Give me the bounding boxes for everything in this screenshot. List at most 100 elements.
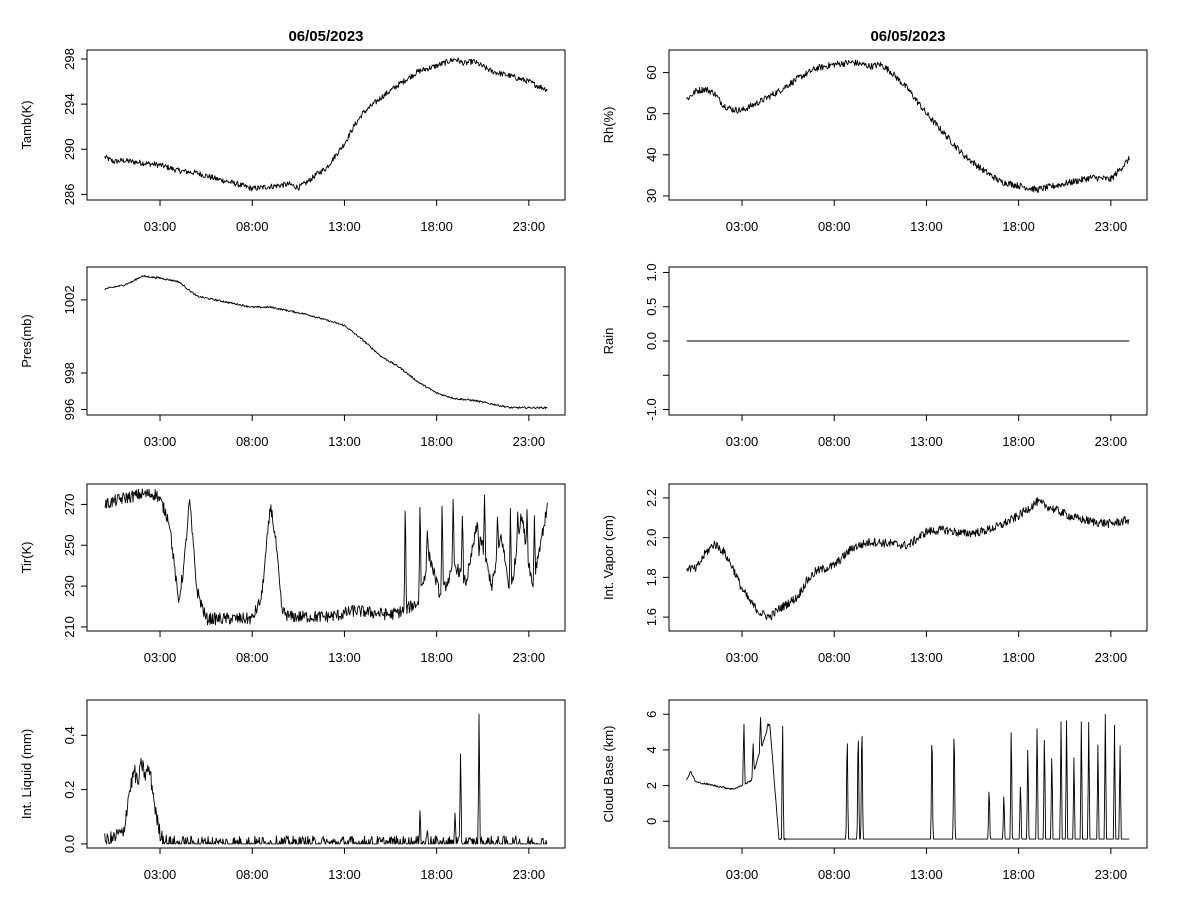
x-tick-label: 13:00 [910, 867, 943, 882]
y-tick-label: 0.2 [62, 781, 77, 799]
x-tick-label: 03:00 [144, 650, 177, 665]
x-tick-label: 13:00 [910, 434, 943, 449]
x-tick-label: 18:00 [1002, 434, 1035, 449]
y-tick-label: 40 [644, 148, 659, 162]
y-tick-label: 1002 [62, 285, 77, 314]
x-tick-label: 08:00 [818, 650, 851, 665]
x-tick-label: 13:00 [910, 219, 943, 234]
y-axis-label: Int. Vapor (cm) [601, 515, 616, 600]
y-tick-label: 290 [62, 138, 77, 160]
x-tick-label: 03:00 [144, 867, 177, 882]
y-tick-label: 0.0 [62, 835, 77, 853]
y-tick-label: 298 [62, 48, 77, 70]
x-tick-label: 03:00 [726, 650, 759, 665]
panel-liquid: Int. Liquid (mm) 0.0 0.2 0.4 03:00 08:00 13:00… [19, 699, 566, 882]
x-tick-label: 18:00 [420, 867, 453, 882]
panel-title: 06/05/2023 [870, 28, 945, 45]
y-tick-label: 0.0 [644, 332, 659, 350]
y-tick-label: 2.2 [644, 489, 659, 507]
y-tick-label: 60 [644, 65, 659, 79]
series-line-rh [686, 59, 1130, 194]
y-tick-label: 1.8 [644, 568, 659, 586]
y-tick-label: 210 [62, 616, 77, 638]
x-tick-label: 23:00 [1095, 650, 1128, 665]
x-tick-label: 23:00 [1095, 434, 1128, 449]
y-tick-label: 1.0 [644, 263, 659, 281]
panel-cloudbase: Cloud Base (km) 0 2 4 6 03:00 08:00 13:00 18:00 2… [601, 699, 1148, 882]
x-tick-label: 03:00 [144, 434, 177, 449]
panel-tamb: 06/05/2023 Tamb(K) 286 290 294 298 03:00 08:00 1… [19, 28, 566, 234]
y-tick-label: 6 [644, 711, 659, 718]
x-tick-label: 13:00 [328, 650, 361, 665]
x-tick-label: 18:00 [1002, 650, 1035, 665]
y-axis-label: Rain [601, 328, 616, 355]
x-tick-label: 23:00 [513, 650, 546, 665]
x-tick-label: 08:00 [236, 867, 269, 882]
panel-tir: Tir(K) 210 230 250 270 03:00 08:00 13:00 18:00 23… [19, 483, 566, 665]
x-tick-label: 18:00 [1002, 219, 1035, 234]
x-tick-label: 03:00 [726, 434, 759, 449]
series-line-liquid [104, 713, 548, 845]
x-tick-label: 13:00 [328, 219, 361, 234]
x-tick-label: 03:00 [726, 867, 759, 882]
y-tick-label: 294 [62, 93, 77, 115]
x-tick-label: 13:00 [910, 650, 943, 665]
plot-frame [86, 49, 566, 201]
x-tick-label: 18:00 [420, 219, 453, 234]
x-tick-label: 23:00 [1095, 219, 1128, 234]
y-axis-label: Pres(mb) [19, 314, 34, 367]
y-tick-label: 0.4 [62, 726, 77, 744]
x-tick-label: 08:00 [236, 650, 269, 665]
y-axis-label: Int. Liquid (mm) [19, 729, 34, 819]
y-tick-label: 4 [644, 746, 659, 753]
panel-pres: Pres(mb) 996 998 1002 03:00 08:00 13:00 18:00 23… [19, 266, 566, 449]
y-tick-label: -1.0 [644, 398, 659, 420]
series-line-vapor [686, 497, 1130, 621]
x-tick-label: 08:00 [818, 867, 851, 882]
panel-title: 06/05/2023 [288, 28, 363, 45]
y-tick-label: 0 [644, 818, 659, 825]
x-tick-label: 13:00 [328, 434, 361, 449]
y-tick-label: 230 [62, 575, 77, 597]
y-tick-label: 996 [62, 399, 77, 421]
plot-frame [668, 483, 1148, 632]
x-tick-label: 08:00 [236, 219, 269, 234]
y-axis-label: Cloud Base (km) [601, 726, 616, 823]
y-tick-label: 0.5 [644, 298, 659, 316]
panel-rain: Rain -1.0 0.0 0.5 1.0 03:00 08:00 13:00 18:00 23:… [601, 263, 1148, 449]
y-tick-label: 2.0 [644, 529, 659, 547]
x-tick-label: 08:00 [236, 434, 269, 449]
x-tick-label: 03:00 [144, 219, 177, 234]
x-tick-label: 08:00 [818, 434, 851, 449]
y-tick-label: 2 [644, 782, 659, 789]
x-tick-label: 23:00 [513, 867, 546, 882]
y-axis-label: Rh(%) [601, 107, 616, 144]
x-tick-label: 23:00 [513, 434, 546, 449]
x-tick-label: 13:00 [328, 867, 361, 882]
y-tick-label: 998 [62, 362, 77, 384]
plot-frame [668, 49, 1148, 201]
series-line-pres [104, 275, 548, 410]
x-tick-label: 18:00 [420, 434, 453, 449]
x-tick-label: 18:00 [420, 650, 453, 665]
plot-frame [86, 483, 566, 632]
x-tick-label: 18:00 [1002, 867, 1035, 882]
x-tick-label: 23:00 [1095, 867, 1128, 882]
panel-vapor: Int. Vapor (cm) 1.6 1.8 2.0 2.2 03:00 08:00 13:… [601, 483, 1148, 665]
y-tick-label: 270 [62, 494, 77, 516]
y-tick-label: 286 [62, 184, 77, 206]
y-axis-label: Tir(K) [19, 541, 34, 573]
series-line-tir [104, 488, 548, 626]
panel-rh: 06/05/2023 Rh(%) 30 40 50 60 03:00 08:00 13:00 18… [601, 28, 1148, 234]
y-tick-label: 1.6 [644, 608, 659, 626]
series-line-cloudbase [686, 714, 1130, 841]
y-tick-label: 50 [644, 106, 659, 120]
x-tick-label: 03:00 [726, 219, 759, 234]
plot-frame [668, 699, 1148, 849]
y-axis-label: Tamb(K) [19, 100, 34, 149]
x-tick-label: 08:00 [818, 219, 851, 234]
series-line-tamb [104, 57, 548, 192]
y-tick-label: 30 [644, 189, 659, 203]
plot-frame [86, 699, 566, 849]
